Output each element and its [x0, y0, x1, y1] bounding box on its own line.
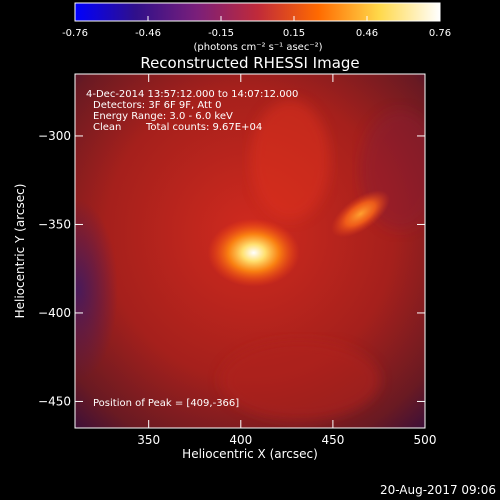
- peak-source: [207, 218, 300, 287]
- y-axis-label: Heliocentric Y (arcsec): [13, 184, 27, 319]
- colorbar-tick-label: 0.15: [283, 28, 305, 39]
- annotation-time: 4-Dec-2014 13:57:12.000 to 14:07:12.000: [86, 89, 298, 100]
- x-tick-label: 500: [414, 433, 437, 447]
- annotation-counts: Total counts: 9.67E+04: [145, 122, 262, 133]
- colorbar-tick-label: 0.76: [429, 28, 451, 39]
- x-tick-label: 350: [137, 433, 160, 447]
- annotation-method: Clean: [93, 122, 121, 133]
- colorbar-unit-label: (photons cm⁻² s⁻¹ asec⁻²): [193, 42, 322, 53]
- colorbar-tick-label: -0.76: [62, 28, 88, 39]
- annotation-peak: Position of Peak = [409,-366]: [93, 398, 239, 409]
- colorbar-ticks: -0.76 -0.46 -0.15 0.15 0.46 0.76: [62, 16, 451, 39]
- secondary-source: [331, 190, 390, 238]
- y-tick-label: −450: [38, 394, 71, 408]
- x-tick-label: 450: [321, 433, 344, 447]
- y-axis-ticks: −300 −350 −400 −450: [38, 129, 425, 408]
- y-tick-label: −350: [38, 217, 71, 231]
- colorbar-tick-label: -0.15: [208, 28, 234, 39]
- annotation-detectors: Detectors: 3F 6F 9F, Att 0: [93, 100, 221, 111]
- x-tick-label: 400: [229, 433, 252, 447]
- x-axis-ticks: 350 400 450 500: [137, 74, 436, 447]
- annotation-block: 4-Dec-2014 13:57:12.000 to 14:07:12.000 …: [86, 89, 298, 133]
- chart-title: Reconstructed RHESSI Image: [140, 54, 359, 72]
- colorbar: [74, 2, 441, 22]
- x-axis-label: Heliocentric X (arcsec): [182, 447, 318, 461]
- heatmap-image: [75, 74, 425, 428]
- footer-date: 20-Aug-2017 09:06: [380, 483, 496, 497]
- colorbar-tick-label: 0.46: [356, 28, 378, 39]
- y-tick-label: −300: [38, 129, 71, 143]
- y-tick-label: −400: [38, 306, 71, 320]
- colorbar-tick-label: -0.46: [135, 28, 161, 39]
- plot-frame: [74, 73, 426, 429]
- annotation-energy: Energy Range: 3.0 - 6.0 keV: [93, 111, 233, 122]
